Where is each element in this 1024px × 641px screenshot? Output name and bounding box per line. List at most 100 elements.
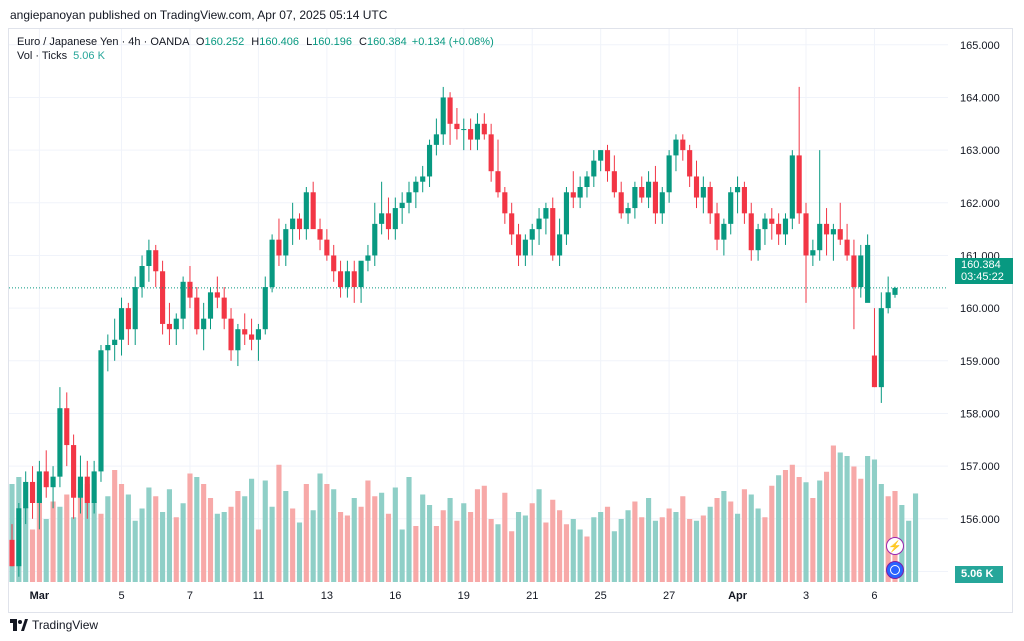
candle-body (837, 229, 843, 240)
volume-bar (187, 473, 193, 582)
candle-body (536, 218, 542, 230)
volume-bar (358, 506, 364, 582)
candle-body (693, 176, 700, 198)
volume-bar (118, 484, 125, 582)
candle-body (207, 292, 214, 319)
candle-body (557, 234, 563, 256)
volume-bar (242, 496, 248, 582)
candle-body (632, 187, 638, 209)
volume-bar (29, 529, 36, 582)
high-value: 160.406 (259, 36, 299, 48)
volume-bar (666, 508, 672, 582)
volume-bar (550, 499, 556, 582)
candle-body (871, 355, 878, 388)
candle-body (269, 239, 275, 288)
volume-label: Vol · Ticks (17, 50, 68, 62)
candle-body (584, 176, 590, 187)
globe-icon[interactable] (886, 561, 904, 579)
time-tick-label: 25 (595, 590, 607, 602)
volume-bar (310, 510, 316, 582)
price-tick-label: 159.000 (960, 356, 1000, 368)
candle-body (262, 287, 268, 330)
volume-bar (858, 478, 864, 582)
volume-bar (625, 510, 631, 582)
volume-bar (474, 489, 481, 582)
volume-bar (646, 498, 652, 582)
volume-bar (769, 485, 775, 582)
volume-bar (488, 519, 494, 582)
candle-body (166, 323, 173, 330)
volume-bar (529, 503, 535, 582)
volume-bar (721, 491, 727, 582)
volume-bar (577, 529, 583, 582)
candle-body (468, 129, 474, 140)
candle-body (803, 213, 809, 256)
candle-body (337, 271, 344, 288)
candle-body (680, 139, 686, 151)
chart-frame[interactable] (8, 28, 1013, 613)
candle-body (118, 308, 125, 340)
volume-bar (748, 494, 754, 582)
candle-body (242, 329, 248, 335)
lightning-icon[interactable]: ⚡ (886, 537, 904, 555)
volume-bar (420, 494, 426, 582)
volume-bar (673, 512, 679, 582)
volume-bar (324, 484, 330, 582)
volume-bar (71, 517, 77, 582)
high-label: H (251, 36, 260, 48)
candle-body (324, 239, 330, 256)
volume-bar (680, 496, 686, 582)
volume-bar (91, 501, 97, 582)
time-tick-label: 21 (526, 590, 538, 602)
volume-bar (591, 517, 597, 582)
volume-bar (413, 526, 419, 582)
candle-body (563, 192, 570, 235)
volume-bar (406, 477, 412, 582)
candle-body (728, 192, 734, 224)
volume-bar (139, 508, 145, 582)
volume-bar (331, 489, 337, 582)
candle-body (652, 181, 658, 214)
candle-body (865, 244, 871, 303)
open-value: 160.252 (204, 36, 245, 48)
candle-body (173, 318, 179, 330)
candle-body (194, 297, 200, 330)
candle-body (112, 339, 118, 345)
candle-body (659, 192, 665, 214)
volume-bar (707, 506, 713, 582)
candle-body (789, 155, 795, 219)
candle-body (611, 171, 617, 193)
volume-bar (604, 506, 611, 582)
publisher-text: angiepanoyan published on TradingView.co… (10, 8, 388, 22)
candle-body (201, 318, 207, 330)
price-tick-label: 158.000 (960, 408, 1000, 420)
volume-bar (125, 494, 131, 582)
time-tick-label: 13 (321, 590, 333, 602)
volume-legend: Vol · Ticks 5.06 K (17, 50, 105, 62)
volume-bar (837, 452, 843, 582)
volume-bar (844, 456, 850, 582)
volume-value: 5.06 K (73, 50, 105, 62)
time-tick-label: 19 (458, 590, 470, 602)
candle-body (529, 229, 535, 240)
candle-body (276, 239, 282, 256)
volume-bar (433, 526, 439, 582)
candle-body (413, 181, 419, 193)
candle-body (598, 150, 604, 161)
change-value: +0.134 (+0.08%) (411, 36, 494, 48)
volume-bar (64, 494, 70, 582)
volume-bar (166, 489, 173, 582)
candle-body (666, 155, 672, 193)
candle-body (64, 408, 70, 446)
volume-bar (269, 506, 275, 582)
volume-bar (563, 524, 570, 582)
close-value: 160.384 (366, 36, 407, 48)
volume-bar (789, 464, 795, 582)
candle-body (673, 139, 679, 156)
candle-body (796, 155, 802, 214)
volume-bar (693, 520, 700, 582)
candle-body (344, 271, 350, 288)
volume-bar (146, 487, 152, 582)
candle-body (488, 134, 494, 172)
